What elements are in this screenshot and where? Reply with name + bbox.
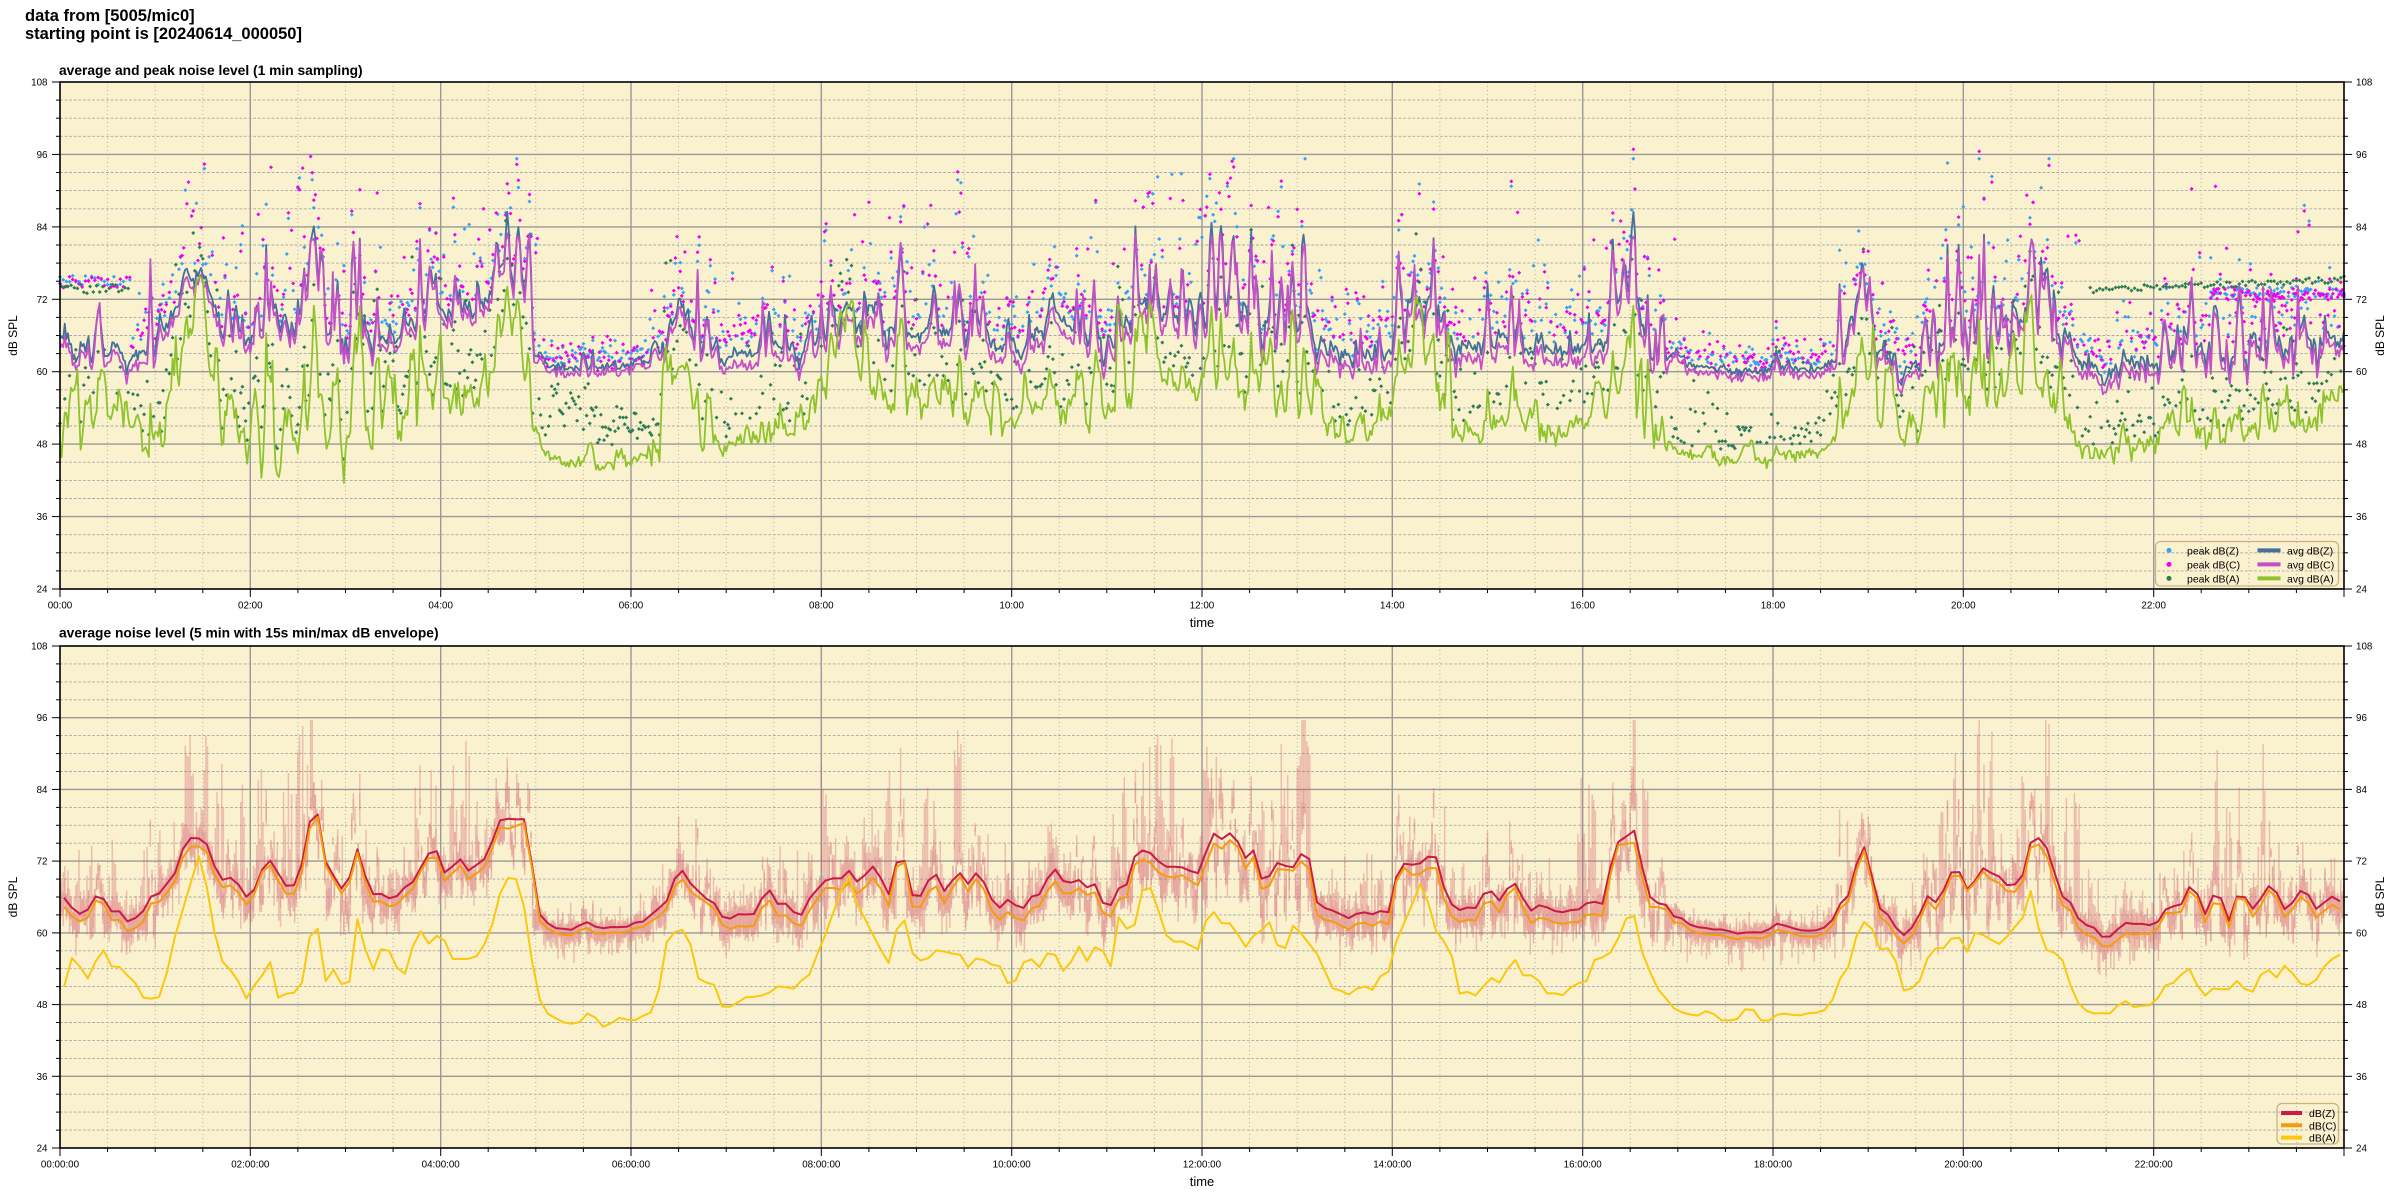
svg-text:08:00: 08:00 — [809, 601, 834, 612]
svg-text:84: 84 — [37, 785, 48, 796]
svg-text:72: 72 — [2356, 857, 2367, 868]
svg-text:72: 72 — [37, 857, 48, 868]
svg-text:48: 48 — [37, 440, 48, 451]
svg-text:24: 24 — [2356, 585, 2367, 596]
svg-text:22:00: 22:00 — [2141, 601, 2166, 612]
svg-text:96: 96 — [37, 713, 48, 724]
svg-text:96: 96 — [37, 150, 48, 161]
svg-text:24: 24 — [37, 1144, 48, 1155]
svg-text:84: 84 — [37, 222, 48, 233]
svg-text:dB SPL: dB SPL — [6, 315, 20, 356]
svg-text:48: 48 — [2356, 440, 2367, 451]
svg-text:108: 108 — [2356, 78, 2373, 89]
svg-text:avg dB(A): avg dB(A) — [2287, 573, 2334, 585]
svg-text:60: 60 — [37, 367, 48, 378]
svg-text:dB SPL: dB SPL — [2373, 876, 2387, 917]
svg-text:avg dB(Z): avg dB(Z) — [2287, 545, 2333, 557]
svg-text:12:00:00: 12:00:00 — [1183, 1160, 1222, 1171]
svg-text:06:00:00: 06:00:00 — [612, 1160, 651, 1171]
svg-text:06:00: 06:00 — [619, 601, 644, 612]
svg-text:16:00: 16:00 — [1570, 601, 1595, 612]
svg-text:02:00:00: 02:00:00 — [231, 1160, 270, 1171]
svg-text:18:00:00: 18:00:00 — [1754, 1160, 1793, 1171]
svg-text:avg dB(C): avg dB(C) — [2287, 559, 2334, 571]
svg-text:02:00: 02:00 — [238, 601, 263, 612]
svg-text:60: 60 — [2356, 928, 2367, 939]
svg-text:16:00:00: 16:00:00 — [1564, 1160, 1603, 1171]
svg-text:108: 108 — [31, 78, 48, 89]
svg-text:dB(Z): dB(Z) — [2309, 1108, 2335, 1120]
svg-text:dB(A): dB(A) — [2309, 1133, 2336, 1145]
svg-text:48: 48 — [37, 1000, 48, 1011]
svg-text:average and peak noise level (: average and peak noise level (1 min samp… — [59, 63, 363, 78]
svg-text:22:00:00: 22:00:00 — [2135, 1160, 2174, 1171]
svg-text:dB SPL: dB SPL — [2373, 315, 2387, 356]
svg-text:peak dB(A): peak dB(A) — [2187, 573, 2240, 585]
svg-text:dB SPL: dB SPL — [6, 876, 20, 917]
svg-text:average noise level (5 min wit: average noise level (5 min with 15s min/… — [59, 626, 439, 641]
svg-text:peak dB(C): peak dB(C) — [2187, 559, 2240, 571]
svg-text:time: time — [1190, 1174, 1215, 1189]
svg-text:24: 24 — [37, 585, 48, 596]
svg-text:36: 36 — [37, 512, 48, 523]
svg-text:60: 60 — [2356, 367, 2367, 378]
svg-text:04:00:00: 04:00:00 — [422, 1160, 461, 1171]
svg-text:peak dB(Z): peak dB(Z) — [2187, 545, 2239, 557]
svg-text:72: 72 — [37, 295, 48, 306]
svg-text:72: 72 — [2356, 295, 2367, 306]
svg-text:84: 84 — [2356, 222, 2367, 233]
svg-text:00:00:00: 00:00:00 — [41, 1160, 80, 1171]
svg-text:10:00:00: 10:00:00 — [993, 1160, 1032, 1171]
svg-text:20:00: 20:00 — [1951, 601, 1976, 612]
svg-text:data from [5005/mic0]: data from [5005/mic0] — [25, 7, 195, 25]
svg-text:10:00: 10:00 — [999, 601, 1024, 612]
svg-text:14:00:00: 14:00:00 — [1373, 1160, 1412, 1171]
svg-text:108: 108 — [2356, 642, 2373, 653]
svg-text:starting point is [20240614_00: starting point is [20240614_000050] — [25, 25, 302, 43]
svg-text:time: time — [1190, 615, 1215, 630]
svg-text:84: 84 — [2356, 785, 2367, 796]
svg-text:dB(C): dB(C) — [2309, 1120, 2336, 1132]
svg-text:14:00: 14:00 — [1380, 601, 1405, 612]
svg-text:04:00: 04:00 — [428, 601, 453, 612]
svg-text:12:00: 12:00 — [1190, 601, 1215, 612]
svg-text:60: 60 — [37, 928, 48, 939]
svg-text:00:00: 00:00 — [48, 601, 73, 612]
svg-text:08:00:00: 08:00:00 — [802, 1160, 841, 1171]
svg-text:96: 96 — [2356, 150, 2367, 161]
svg-text:20:00:00: 20:00:00 — [1944, 1160, 1983, 1171]
svg-text:36: 36 — [37, 1072, 48, 1083]
svg-text:48: 48 — [2356, 1000, 2367, 1011]
svg-text:24: 24 — [2356, 1144, 2367, 1155]
svg-text:36: 36 — [2356, 1072, 2367, 1083]
svg-text:108: 108 — [31, 642, 48, 653]
svg-text:36: 36 — [2356, 512, 2367, 523]
svg-text:96: 96 — [2356, 713, 2367, 724]
svg-text:18:00: 18:00 — [1761, 601, 1786, 612]
